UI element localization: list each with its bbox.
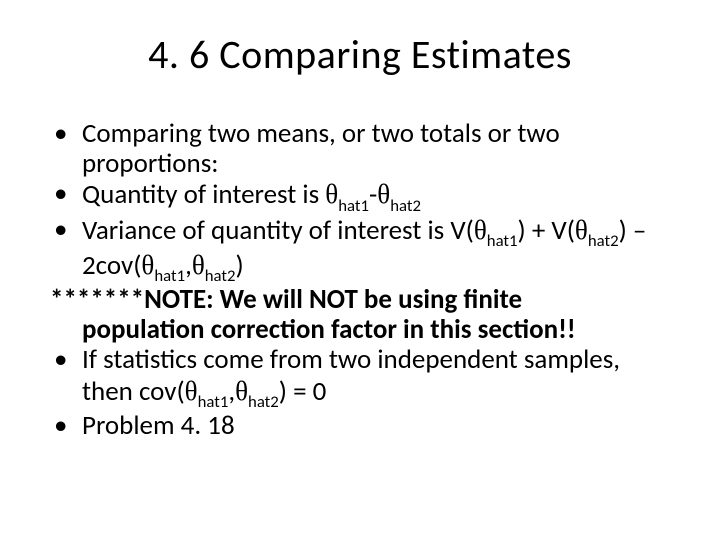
bullet-dot-icon: •	[50, 179, 82, 209]
bullet-4-text: If statistics come from two independent …	[82, 345, 670, 410]
theta-symbol: θ	[235, 376, 248, 406]
subscript-hat2: hat2	[205, 266, 236, 286]
bullet-2-text: Quantity of interest is θhat1-θhat2	[82, 179, 670, 214]
bullet-3-text: Variance of quantity of interest is V(θh…	[82, 215, 670, 285]
theta-symbol: θ	[192, 250, 205, 280]
b3-pre: Variance of quantity of interest is V(	[82, 214, 474, 247]
slide-container: 4. 6 Comparing Estimates • Comparing two…	[0, 0, 720, 540]
theta-symbol: θ	[474, 215, 487, 245]
theta-symbol: θ	[141, 250, 154, 280]
bullet-5-text: Problem 4. 18	[82, 411, 670, 441]
b4-pre: If statistics come from two independent …	[82, 343, 620, 407]
bullet-4: • If statistics come from two independen…	[50, 345, 670, 410]
b3-end: )	[236, 249, 244, 282]
b3-mid1: ) + V(	[518, 214, 575, 247]
theta-symbol: θ	[185, 376, 198, 406]
note-line-1: *******NOTE: We will NOT be using finite	[50, 285, 670, 315]
b2-pre: Quantity of interest is	[82, 178, 325, 211]
theta-symbol: θ	[325, 179, 338, 209]
b4-end: ) = 0	[279, 375, 327, 408]
b3-comma: ,	[185, 249, 192, 282]
subscript-hat2: hat2	[248, 392, 279, 412]
slide-title: 4. 6 Comparing Estimates	[50, 30, 670, 79]
bullet-1-text: Comparing two means, or two totals or tw…	[82, 119, 670, 179]
bullet-dot-icon: •	[50, 345, 82, 375]
subscript-hat1: hat1	[154, 266, 185, 286]
bullet-dot-icon: •	[50, 119, 82, 149]
bullet-3: • Variance of quantity of interest is V(…	[50, 215, 670, 285]
theta-symbol: θ	[575, 215, 588, 245]
note-line-2: population correction factor in this sec…	[50, 315, 670, 345]
bullet-2: • Quantity of interest is θhat1-θhat2	[50, 179, 670, 214]
slide-body: • Comparing two means, or two totals or …	[50, 119, 670, 441]
bullet-dot-icon: •	[50, 411, 82, 441]
bullet-dot-icon: •	[50, 215, 82, 245]
bullet-5: • Problem 4. 18	[50, 411, 670, 441]
bullet-1: • Comparing two means, or two totals or …	[50, 119, 670, 179]
subscript-hat1: hat1	[338, 196, 369, 216]
subscript-hat1: hat1	[487, 231, 518, 251]
subscript-hat2: hat2	[588, 231, 619, 251]
subscript-hat1: hat1	[198, 392, 229, 412]
subscript-hat2: hat2	[390, 196, 421, 216]
theta-symbol: θ	[377, 179, 390, 209]
